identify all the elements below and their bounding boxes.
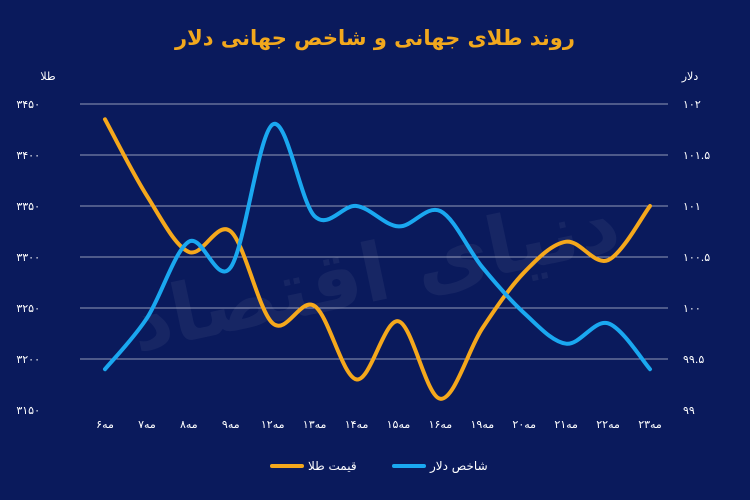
chart-title: روند طلای جهانی و شاخص جهانی دلار — [175, 26, 575, 50]
x-axis-tick-label: ۱۵مه — [387, 418, 411, 431]
left-axis-tick-label: ۳۳۰۰ — [16, 251, 40, 264]
x-axis-tick-label: ۲۱مه — [554, 418, 578, 431]
left-axis-tick-label: ۳۲۵۰ — [16, 302, 40, 315]
left-axis-tick-label: ۳۲۰۰ — [16, 353, 40, 366]
x-axis-tick-label: ۲۰مه — [512, 418, 536, 431]
x-axis-tick-label: ۷مه — [138, 418, 156, 431]
left-axis-tick-label: ۳۴۵۰ — [16, 98, 40, 111]
series-line-dollar — [103, 122, 652, 372]
left-axis-tick-label: ۳۳۵۰ — [16, 200, 40, 213]
left-axis-tick-label: ۳۱۵۰ — [16, 404, 40, 417]
series-line-gold — [103, 117, 652, 401]
watermark: دنیای اقتصاد — [121, 176, 627, 370]
x-axis-tick-label: ۲۲مه — [596, 418, 620, 431]
right-axis-tick-label: ۱۰۰.۵ — [683, 251, 710, 264]
legend-label: قیمت طلا — [308, 459, 357, 473]
right-axis-tick-label: ۱۰۱ — [683, 200, 701, 213]
x-axis-tick-label: ۹مه — [222, 418, 240, 431]
right-axis-tick-label: ۱۰۲ — [683, 98, 701, 111]
right-axis-tick-label: ۱۰۰ — [683, 302, 701, 315]
legend-label: شاخص دلار — [429, 459, 488, 474]
x-axis-tick-label: ۱۴مه — [345, 418, 369, 431]
x-axis-tick-label: ۸مه — [180, 418, 198, 431]
right-axis-tick-label: ۱۰۱.۵ — [683, 149, 710, 162]
x-axis-tick-label: ۶مه — [96, 418, 114, 431]
right-axis-tick-label: ۹۹ — [683, 404, 695, 417]
x-axis-tick-label: ۲۳مه — [638, 418, 662, 431]
x-axis-tick-label: ۱۳مه — [303, 418, 327, 431]
left-axis-unit-label: طلا — [40, 70, 56, 83]
right-axis-tick-label: ۹۹.۵ — [683, 353, 704, 366]
x-axis-tick-label: ۱۹مه — [470, 418, 494, 431]
x-axis-tick-label: ۱۲مه — [261, 418, 285, 431]
left-axis-tick-label: ۳۴۰۰ — [16, 149, 40, 162]
x-axis-tick-label: ۱۶مه — [429, 418, 453, 431]
right-axis-unit-label: دلار — [681, 70, 699, 83]
